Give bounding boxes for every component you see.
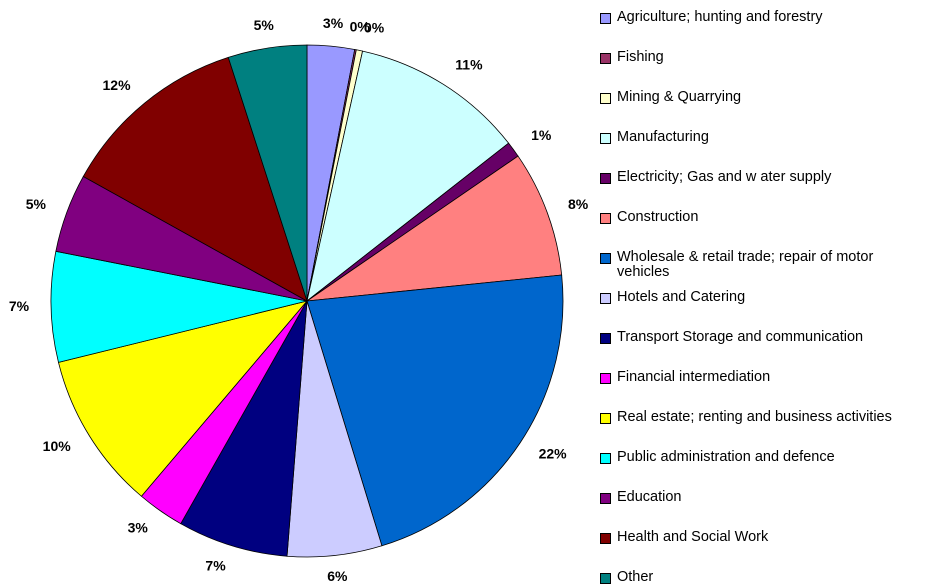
legend-swatch bbox=[600, 413, 611, 424]
pie-slice bbox=[306, 50, 510, 303]
legend-label: Agriculture; hunting and forestry bbox=[617, 9, 823, 25]
legend-label: Construction bbox=[617, 209, 699, 225]
legend-label: Hotels and Catering bbox=[617, 289, 746, 305]
legend-swatch bbox=[600, 173, 611, 184]
legend-swatch bbox=[600, 53, 611, 64]
data-label: 0% bbox=[350, 19, 371, 35]
data-label: 0% bbox=[364, 20, 385, 36]
legend-label: Transport Storage and communication bbox=[617, 329, 864, 345]
pie-slice bbox=[50, 250, 308, 363]
legend-swatch bbox=[600, 533, 611, 544]
legend-swatch bbox=[600, 573, 611, 584]
legend-label: Wholesale & retail trade; repair of moto… bbox=[617, 249, 874, 280]
pie-slice bbox=[180, 300, 308, 557]
legend-label: Public administration and defence bbox=[617, 449, 835, 465]
legend-swatch bbox=[600, 493, 611, 504]
legend-swatch bbox=[600, 333, 611, 344]
legend-swatch bbox=[600, 373, 611, 384]
legend-swatch bbox=[600, 93, 611, 104]
data-label: 5% bbox=[26, 196, 47, 212]
legend-label: Other bbox=[617, 569, 654, 585]
legend-label: Manufacturing bbox=[617, 129, 709, 145]
legend-label: Education bbox=[617, 489, 682, 505]
data-label: 3% bbox=[323, 15, 344, 31]
legend-swatch bbox=[600, 13, 611, 24]
data-label: 3% bbox=[128, 520, 149, 536]
data-label: 7% bbox=[9, 298, 30, 314]
data-label: 8% bbox=[568, 196, 589, 212]
legend-label: Fishing bbox=[617, 49, 664, 65]
legend-label: Real estate; renting and business activi… bbox=[617, 409, 892, 425]
data-label: 6% bbox=[327, 568, 348, 584]
legend-swatch bbox=[600, 253, 611, 264]
pie-slice bbox=[306, 274, 564, 547]
data-label: 7% bbox=[205, 558, 226, 574]
legend-label: Health and Social Work bbox=[617, 529, 769, 545]
pie-slice bbox=[227, 44, 308, 302]
data-label: 5% bbox=[254, 17, 275, 33]
pie-slice bbox=[57, 300, 309, 497]
legend-label: Financial intermediation bbox=[617, 369, 771, 385]
data-label: 10% bbox=[43, 438, 72, 454]
pie-slice bbox=[82, 56, 308, 302]
data-label: 1% bbox=[531, 127, 552, 143]
legend-swatch bbox=[600, 213, 611, 224]
pie-slice bbox=[306, 155, 563, 302]
legend-label: Electricity; Gas and w ater supply bbox=[617, 169, 832, 185]
legend-swatch bbox=[600, 293, 611, 304]
data-label: 22% bbox=[539, 445, 568, 461]
legend-label: Mining & Quarrying bbox=[617, 89, 742, 105]
legend-swatch bbox=[600, 133, 611, 144]
data-label: 12% bbox=[103, 77, 132, 93]
legend-swatch bbox=[600, 453, 611, 464]
data-label: 11% bbox=[455, 57, 483, 73]
